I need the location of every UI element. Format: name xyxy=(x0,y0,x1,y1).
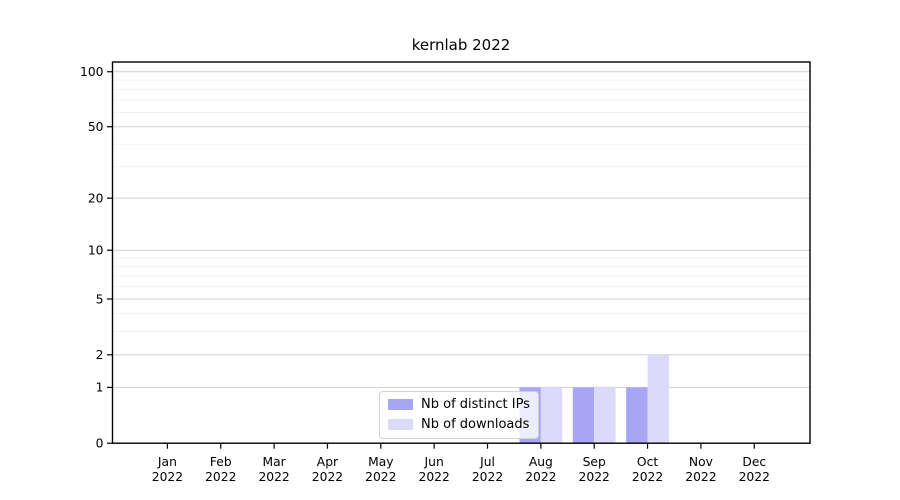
x-tick-label-month: Feb xyxy=(210,455,232,469)
x-tick-label-year: 2022 xyxy=(152,470,183,484)
x-tick-label-year: 2022 xyxy=(632,470,663,484)
bar-distinct-ips-sep xyxy=(572,387,595,444)
x-tick-label-month: Mar xyxy=(262,455,286,469)
x-tick-label-month: Sep xyxy=(583,455,606,469)
x-tick-label-month: Aug xyxy=(529,455,553,469)
y-tick-label: 100 xyxy=(80,65,103,79)
legend-item-downloads: Nb of downloads xyxy=(388,418,530,431)
y-tick-label: 50 xyxy=(88,120,104,134)
x-tick-label-month: May xyxy=(368,455,393,469)
x-tick-label-year: 2022 xyxy=(258,470,289,484)
y-tick-label: 20 xyxy=(88,191,104,205)
x-tick-label-month: Nov xyxy=(689,455,713,469)
x-tick-label-month: Jan xyxy=(157,455,177,469)
axis-frame xyxy=(111,61,811,444)
x-tick-label-month: Oct xyxy=(637,455,658,469)
y-tick-label: 5 xyxy=(96,292,104,306)
x-tick-label-year: 2022 xyxy=(525,470,556,484)
x-tick-label-year: 2022 xyxy=(312,470,343,484)
legend-swatch-downloads xyxy=(388,419,413,430)
y-tick-label: 10 xyxy=(88,244,104,258)
legend: Nb of distinct IPs Nb of downloads xyxy=(379,391,539,439)
x-tick-label-year: 2022 xyxy=(579,470,610,484)
x-tick-label-year: 2022 xyxy=(472,470,503,484)
legend-label-downloads: Nb of downloads xyxy=(421,417,530,432)
legend-label-distinct-ips: Nb of distinct IPs xyxy=(421,397,530,412)
bar-downloads-oct xyxy=(647,354,669,444)
y-tick-label: 2 xyxy=(96,348,104,362)
y-tick-label: 0 xyxy=(96,437,104,451)
bar-downloads-aug xyxy=(540,387,563,444)
x-tick-label-month: Jul xyxy=(479,455,495,469)
bar-downloads-sep xyxy=(594,387,616,444)
x-tick-label-month: Apr xyxy=(317,455,339,469)
x-tick-label-month: Jun xyxy=(424,455,444,469)
x-tick-label-year: 2022 xyxy=(685,470,716,484)
bar-distinct-ips-oct xyxy=(626,387,648,444)
x-tick-label-year: 2022 xyxy=(365,470,396,484)
y-tick-label: 1 xyxy=(96,381,104,395)
x-tick-label-year: 2022 xyxy=(419,470,450,484)
legend-item-distinct-ips: Nb of distinct IPs xyxy=(388,398,530,411)
x-tick-label-month: Dec xyxy=(742,455,766,469)
x-tick-label-year: 2022 xyxy=(205,470,236,484)
legend-swatch-distinct-ips xyxy=(388,399,413,410)
chart-title: kernlab 2022 xyxy=(411,36,511,54)
x-tick-label-year: 2022 xyxy=(739,470,770,484)
